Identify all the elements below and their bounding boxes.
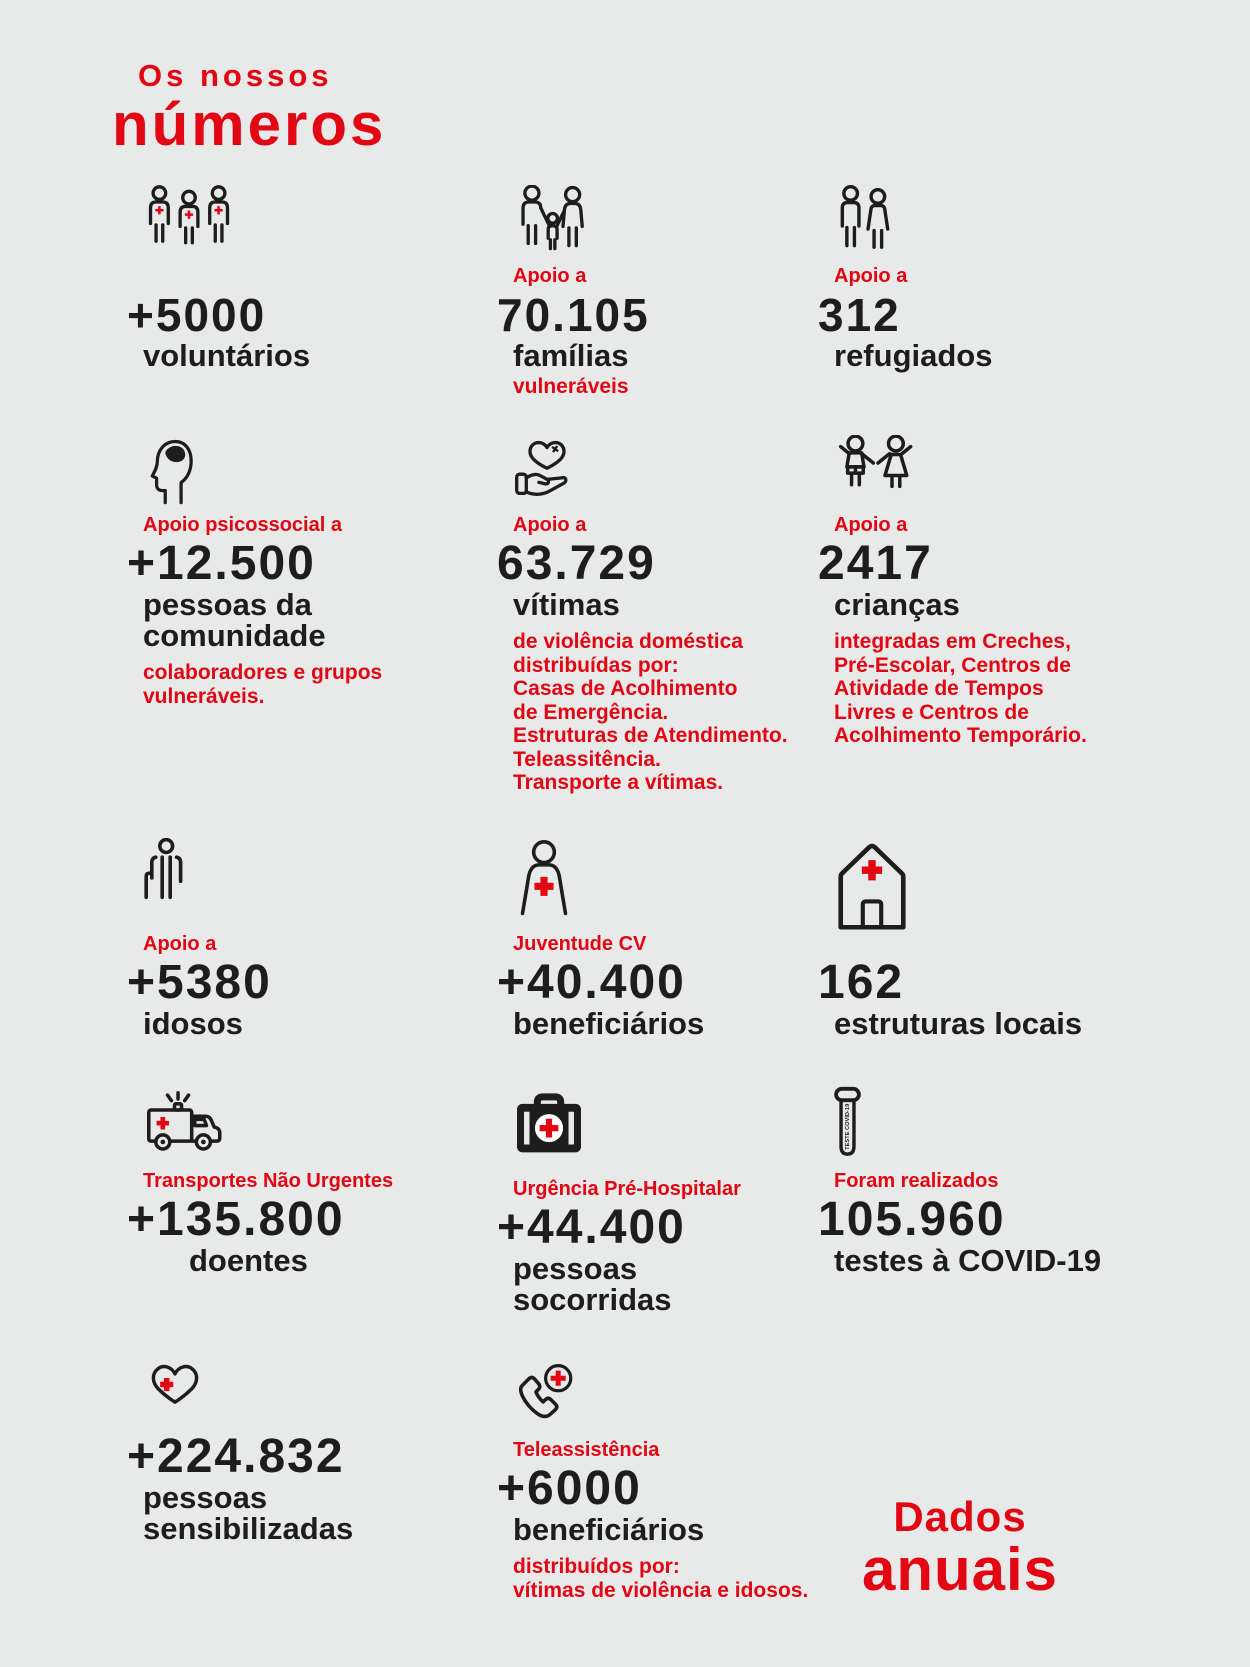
stat-estruturas: 162 estruturas locais xyxy=(818,838,1178,1039)
stat-label: Transportes Não Urgentes xyxy=(143,1170,394,1192)
volunteers-icon xyxy=(143,185,487,262)
testtube-icon: TESTE COVID-19 xyxy=(834,1085,1178,1167)
stat-urgencia: Urgência Pré-Hospitalar +44.400 pessoas … xyxy=(497,1085,857,1315)
stat-value: +12.500 xyxy=(127,537,316,590)
stat-note: colaboradores e grupos vulneráveis. xyxy=(143,661,383,708)
stat-unit: beneficiários xyxy=(513,1512,705,1547)
stat-unit: pessoas da comunidade xyxy=(143,587,326,653)
stat-unit: pessoas sensibilizadas xyxy=(143,1480,354,1546)
stat-transportes: Transportes Não Urgentes +135.800 doente… xyxy=(127,1085,487,1276)
stat-value: +224.832 xyxy=(127,1430,345,1483)
stat-note: de violência doméstica distribuídas por:… xyxy=(513,630,788,794)
ambulance-icon xyxy=(143,1085,487,1167)
stat-unit: refugiados xyxy=(834,338,993,373)
stat-note: distribuídos por: vítimas de violência e… xyxy=(513,1555,809,1602)
stat-value: +135.800 xyxy=(127,1193,345,1246)
stat-voluntarios: +5000 voluntários xyxy=(127,185,487,371)
elderly-icon xyxy=(143,838,487,930)
stat-juventude: Juventude CV +40.400 beneficiários xyxy=(497,838,857,1039)
stat-unit: beneficiários xyxy=(513,1006,705,1041)
stat-sensibilizadas: +224.832 pessoas sensibilizadas xyxy=(127,1360,487,1544)
stat-familias: Apoio a 70.105 famílias vulneráveis xyxy=(497,185,857,399)
stat-label: Teleassistência xyxy=(513,1439,660,1461)
heart-icon xyxy=(143,1360,487,1432)
stat-label: Apoio a xyxy=(834,514,908,536)
stat-unit: famílias xyxy=(513,338,629,373)
stat-label: Apoio a xyxy=(143,933,217,955)
stat-value: 105.960 xyxy=(818,1193,1006,1246)
stat-value: 63.729 xyxy=(497,537,656,590)
stat-note: integradas em Creches, Pré-Escolar, Cent… xyxy=(834,630,1087,747)
stat-testes-covid: TESTE COVID-19 Foram realizados 105.960 … xyxy=(818,1085,1178,1276)
page-title-line1: Os nossos xyxy=(138,58,333,93)
annual-data-label: Dados anuais xyxy=(790,1494,1130,1600)
stat-value: 162 xyxy=(818,956,905,1009)
stat-label: Foram realizados xyxy=(834,1170,999,1192)
stat-unit: voluntários xyxy=(143,338,311,373)
stat-unit: testes à COVID-19 xyxy=(834,1243,1102,1278)
stat-unit: doentes xyxy=(189,1243,308,1278)
youth-icon xyxy=(513,838,857,930)
stat-teleassistencia: Teleassistência +6000 beneficiários dist… xyxy=(497,1360,857,1602)
stat-label: Juventude CV xyxy=(513,933,647,955)
stat-label: Urgência Pré-Hospitalar xyxy=(513,1178,741,1200)
stat-vitimas-violencia: Apoio a 63.729 vítimas de violência domé… xyxy=(497,435,857,795)
stat-label xyxy=(143,262,487,290)
stat-label: Apoio a xyxy=(513,265,587,287)
stat-label: Apoio psicossocial a xyxy=(143,514,342,536)
family-icon xyxy=(513,185,857,262)
stat-value: 2417 xyxy=(818,537,933,590)
stat-value: +5000 xyxy=(127,289,267,341)
stat-value: 312 xyxy=(818,289,901,341)
firstaid-icon xyxy=(513,1093,857,1175)
stat-criancas: Apoio a 2417 crianças integradas em Crec… xyxy=(818,435,1178,748)
annual-data-line2: anuais xyxy=(861,1536,1059,1603)
stat-idosos: Apoio a +5380 idosos xyxy=(127,838,487,1039)
stat-apoio-psicossocial: Apoio psicossocial a +12.500 pessoas da … xyxy=(127,435,487,708)
house-icon xyxy=(834,838,1178,930)
stat-refugiados: Apoio a 312 refugiados xyxy=(818,185,1178,371)
stat-unit: idosos xyxy=(143,1006,243,1041)
testtube-label: TESTE COVID-19 xyxy=(845,1104,851,1150)
stat-label xyxy=(834,930,1178,958)
stat-value: +6000 xyxy=(497,1462,642,1515)
stat-unit: crianças xyxy=(834,587,960,622)
stat-value: +44.400 xyxy=(497,1201,686,1254)
hand-heart-icon xyxy=(513,435,857,511)
stat-unit: estruturas locais xyxy=(834,1006,1083,1041)
children-icon xyxy=(834,435,1178,511)
stat-unit: vítimas xyxy=(513,587,620,622)
phone-icon xyxy=(513,1360,857,1436)
stat-value: 70.105 xyxy=(497,289,650,341)
page-title: Os nossos números xyxy=(112,58,386,156)
stat-note: vulneráveis xyxy=(513,375,629,398)
page-title-line2: números xyxy=(112,91,387,158)
stat-label: Apoio a xyxy=(834,265,908,287)
stat-value: +5380 xyxy=(127,956,272,1009)
refugees-icon xyxy=(834,185,1178,262)
psychosocial-icon xyxy=(143,435,487,511)
stat-label: Apoio a xyxy=(513,514,587,536)
annual-data-line1: Dados xyxy=(893,1493,1027,1540)
stat-value: +40.400 xyxy=(497,956,686,1009)
stat-unit: pessoas socorridas xyxy=(513,1251,672,1317)
